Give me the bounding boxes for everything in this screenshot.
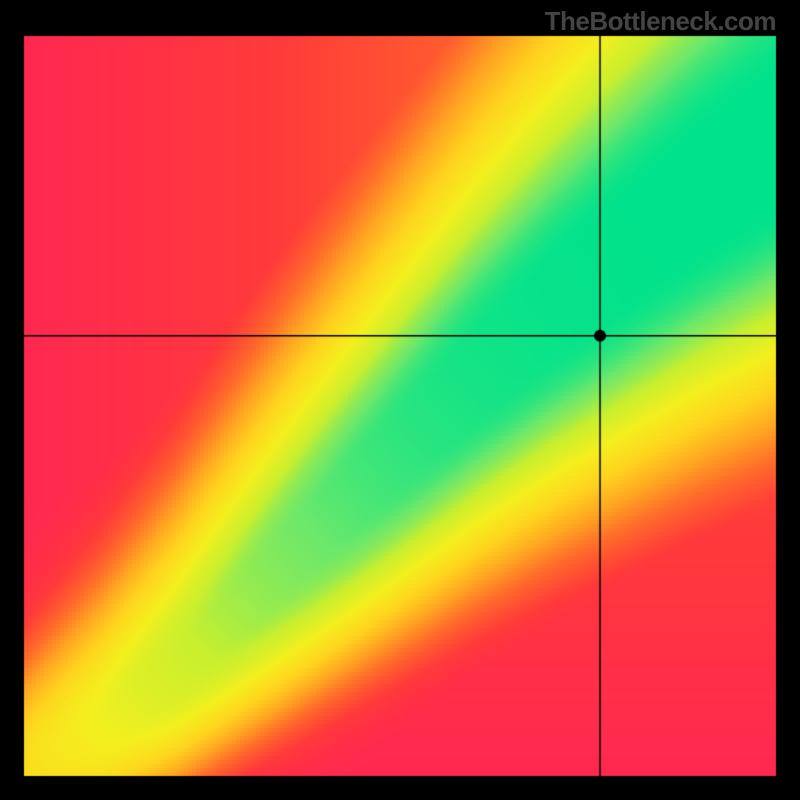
bottleneck-heatmap bbox=[0, 0, 800, 800]
watermark-text: TheBottleneck.com bbox=[545, 6, 776, 37]
